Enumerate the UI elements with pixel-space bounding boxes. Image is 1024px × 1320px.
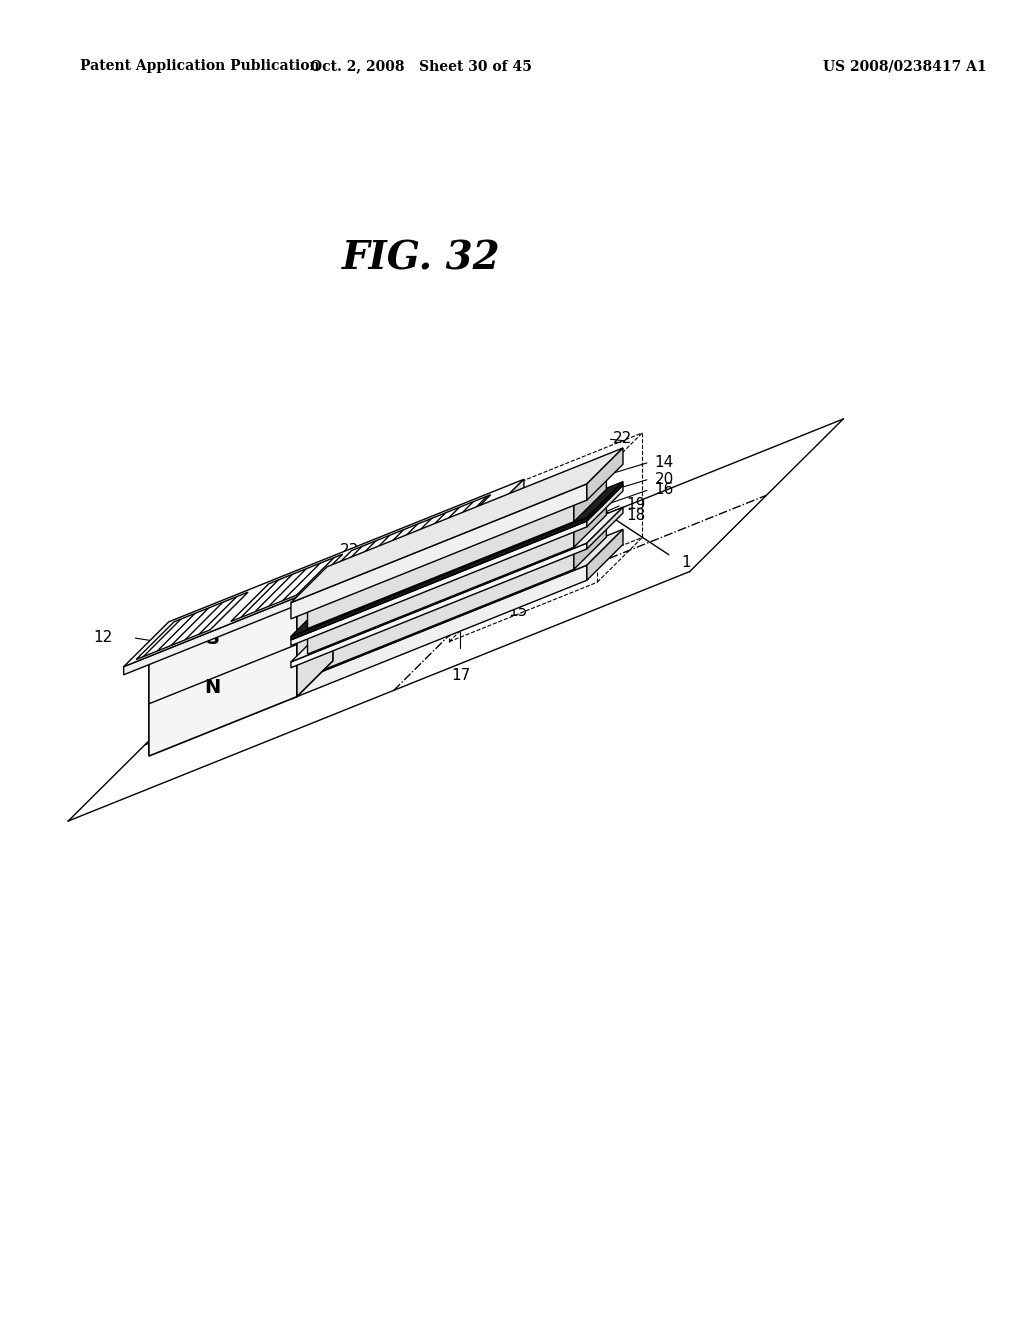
Text: 19: 19 (627, 498, 646, 512)
Text: 23: 23 (340, 544, 359, 558)
Text: Oct. 2, 2008   Sheet 30 of 45: Oct. 2, 2008 Sheet 30 of 45 (310, 59, 532, 74)
Polygon shape (587, 482, 623, 521)
Polygon shape (291, 529, 623, 684)
Polygon shape (313, 495, 490, 589)
Polygon shape (291, 447, 623, 603)
Polygon shape (307, 504, 573, 628)
Polygon shape (291, 517, 587, 640)
Text: N: N (205, 677, 221, 697)
Polygon shape (573, 520, 606, 569)
Text: 14: 14 (654, 454, 674, 470)
Polygon shape (587, 486, 623, 527)
Text: US 2008/0238417 A1: US 2008/0238417 A1 (822, 59, 986, 74)
Polygon shape (307, 499, 606, 638)
Polygon shape (587, 447, 623, 500)
Text: 16: 16 (654, 482, 674, 496)
Polygon shape (307, 473, 606, 611)
Polygon shape (148, 565, 333, 660)
Polygon shape (587, 529, 623, 581)
Polygon shape (307, 553, 573, 676)
Polygon shape (230, 554, 343, 622)
Text: 1: 1 (681, 556, 691, 570)
Polygon shape (291, 484, 587, 619)
Text: 18: 18 (627, 508, 646, 523)
Text: Patent Application Publication: Patent Application Publication (80, 59, 319, 74)
Polygon shape (124, 479, 524, 667)
Text: 17: 17 (451, 668, 470, 684)
Text: 21: 21 (282, 678, 300, 693)
Text: 22: 22 (612, 432, 632, 446)
Polygon shape (291, 482, 623, 636)
Polygon shape (297, 565, 333, 697)
Text: FIG. 32: FIG. 32 (342, 239, 501, 277)
Text: S: S (206, 630, 220, 648)
Polygon shape (587, 507, 623, 549)
Text: 15: 15 (508, 605, 527, 619)
Polygon shape (291, 486, 623, 640)
Polygon shape (291, 543, 587, 668)
Text: 13: 13 (572, 536, 592, 550)
Text: 20: 20 (654, 471, 674, 487)
Polygon shape (573, 473, 606, 521)
Polygon shape (124, 524, 479, 675)
Polygon shape (479, 479, 524, 532)
Polygon shape (291, 565, 587, 700)
Polygon shape (136, 593, 248, 660)
Polygon shape (148, 601, 297, 756)
Polygon shape (307, 531, 573, 655)
Polygon shape (291, 521, 587, 645)
Polygon shape (573, 499, 606, 548)
Polygon shape (291, 507, 623, 661)
Text: 12: 12 (93, 630, 113, 645)
Polygon shape (307, 520, 606, 660)
